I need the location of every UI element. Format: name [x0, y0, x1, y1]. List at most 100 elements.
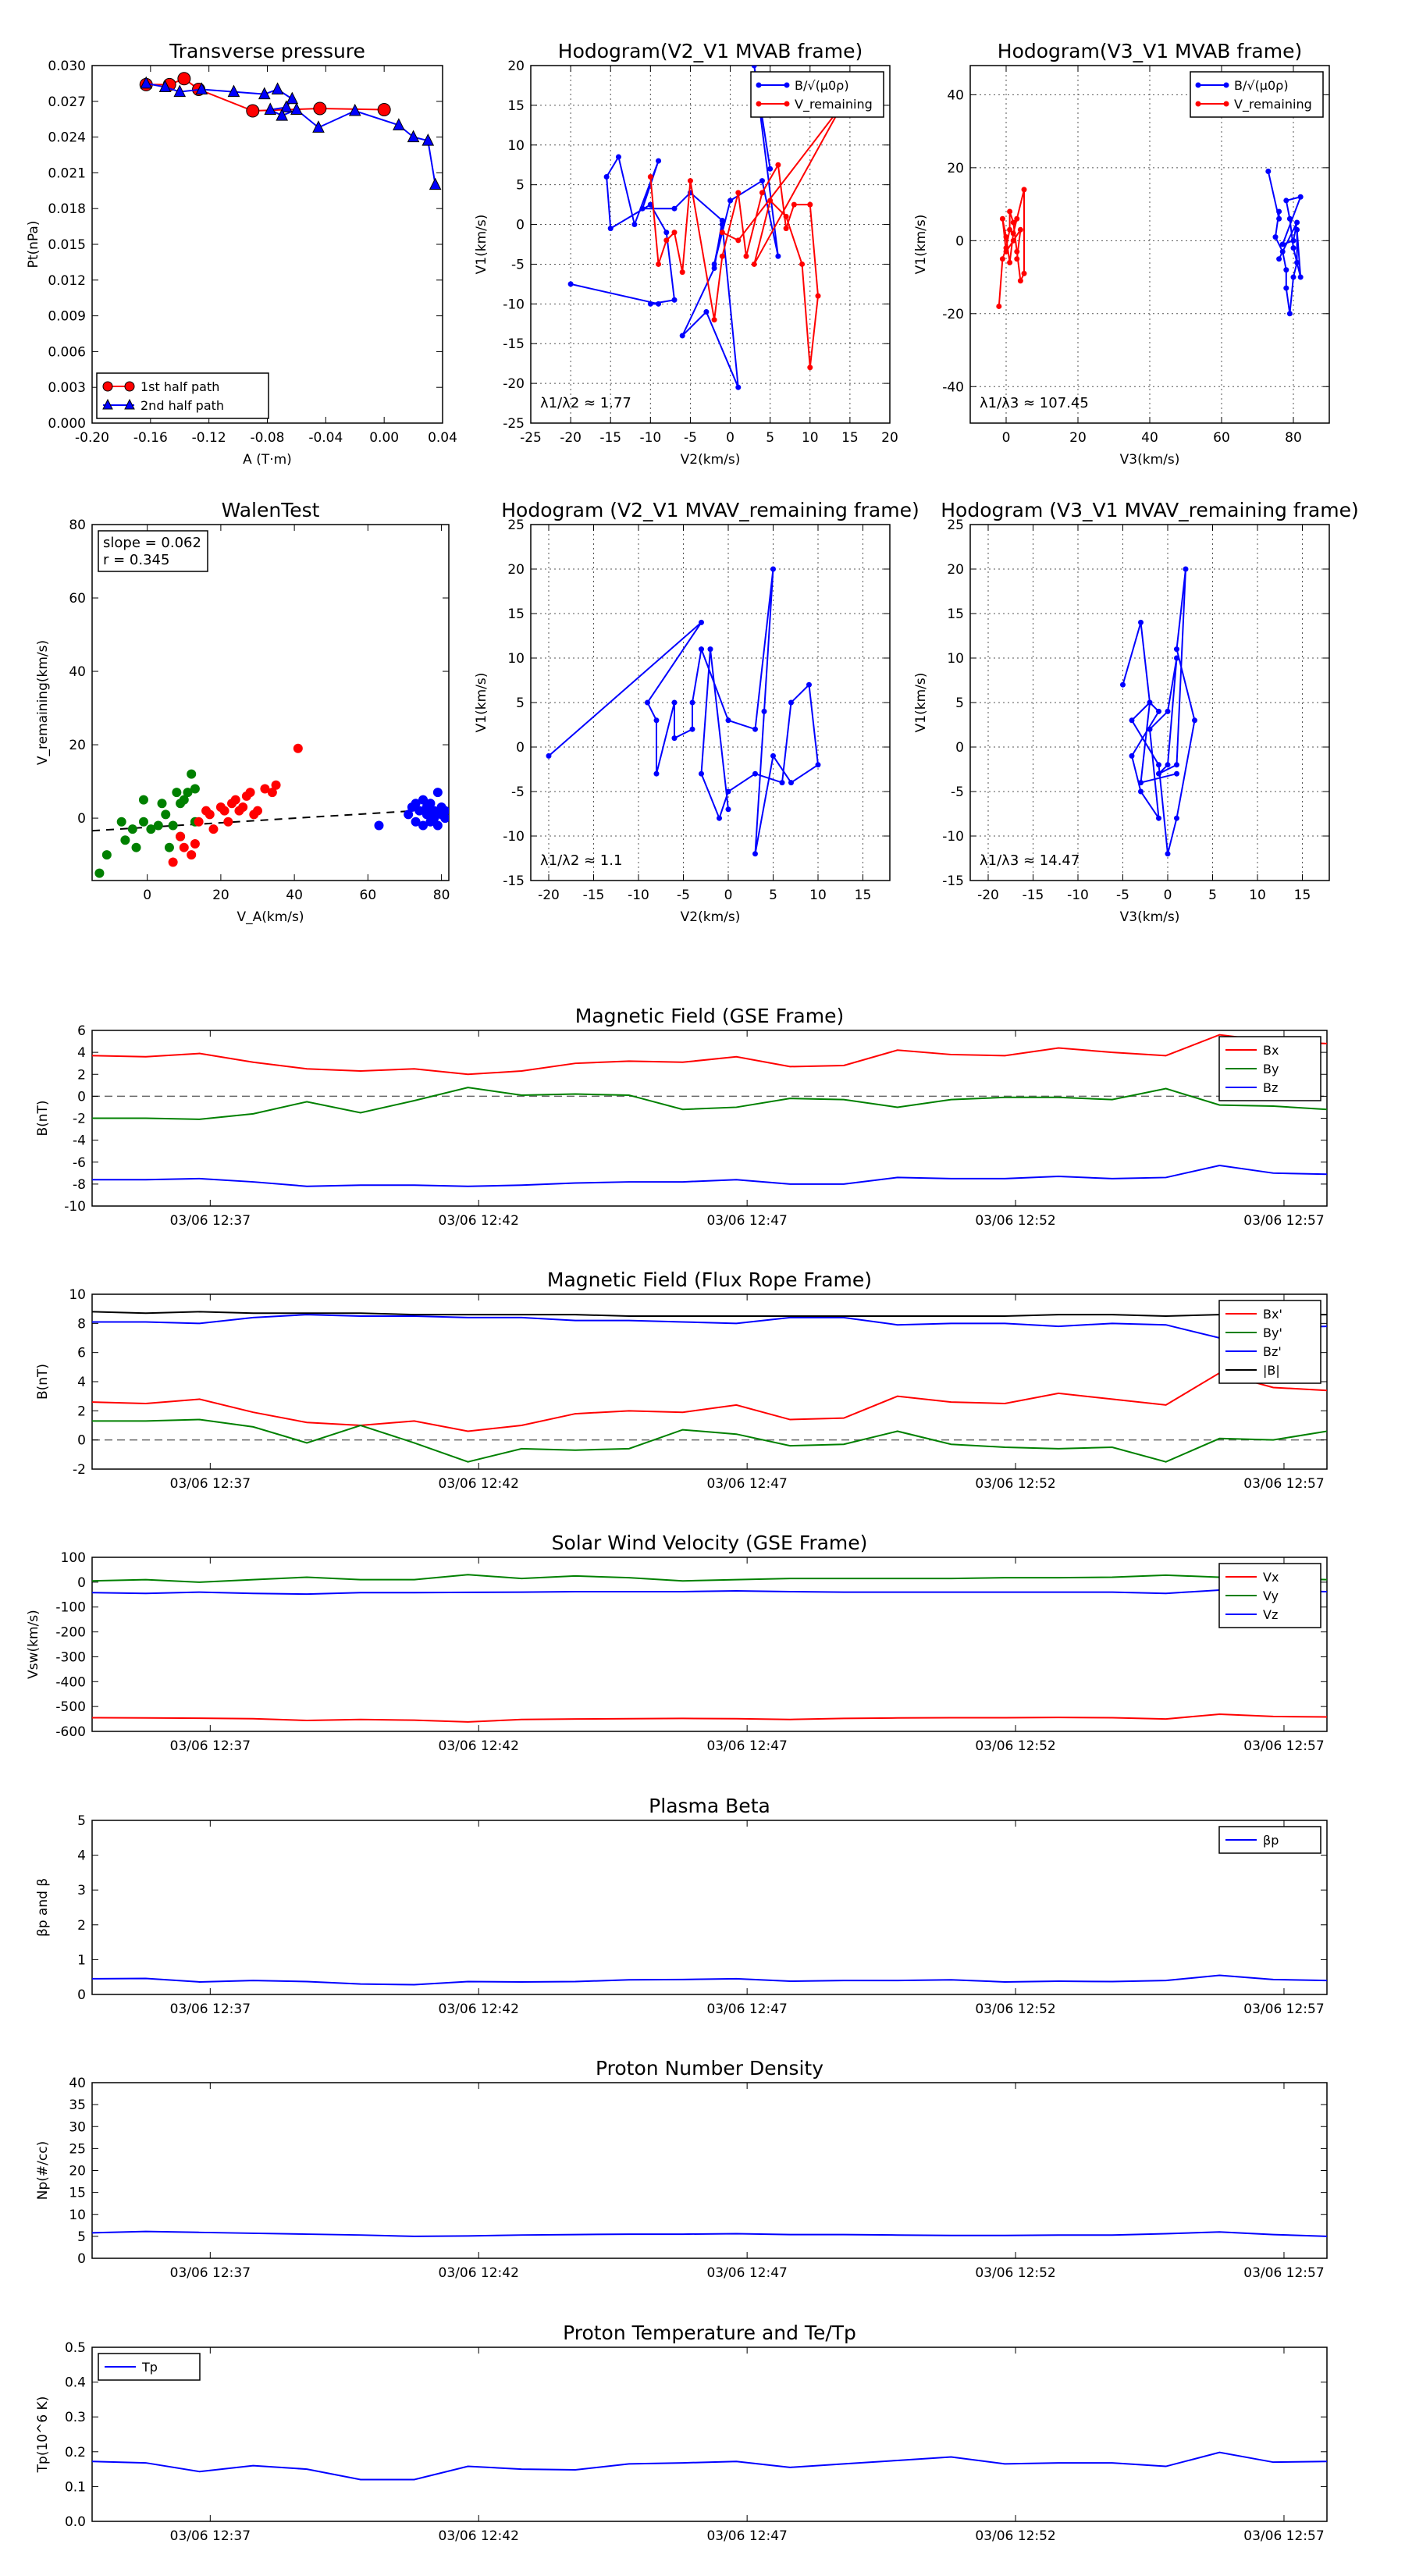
- y-tick-label: -20: [942, 307, 964, 322]
- scatter-point: [404, 809, 414, 820]
- data-point: [140, 76, 153, 89]
- data-point: [1174, 770, 1179, 777]
- scatter-point: [267, 788, 277, 798]
- scatter-point: [432, 788, 443, 798]
- scatter-point: [153, 820, 163, 831]
- data-point: [752, 851, 758, 857]
- y-tick-label: 4: [77, 1045, 86, 1061]
- data-point: [1279, 241, 1286, 247]
- chart-hodo-v2v1-mvav: -20 -15 -10 -5 0 5 10 15 -15 -10 -5 0 5 10 15 20 25Hodog…: [474, 499, 919, 925]
- y-tick-label: 0.006: [48, 344, 86, 360]
- scatter-point: [176, 831, 186, 841]
- y-tick-label: 30: [69, 2119, 86, 2135]
- x-tick-label: 0: [724, 888, 733, 903]
- data-point: [603, 173, 610, 180]
- scatter-point: [260, 784, 270, 794]
- y-tick-label: -20: [503, 376, 525, 392]
- scatter-point: [164, 842, 174, 852]
- data-point: [1021, 187, 1027, 193]
- x-tick-label: -20: [977, 888, 999, 903]
- data-point: [783, 226, 789, 232]
- data-point: [788, 780, 794, 786]
- data-point: [788, 699, 794, 706]
- legend-marker: [1223, 101, 1229, 107]
- data-point: [1183, 566, 1189, 572]
- data-point: [1017, 278, 1023, 284]
- y-tick-label: 3: [77, 1883, 86, 1898]
- y-tick-label: -10: [503, 829, 525, 845]
- data-point: [1156, 815, 1161, 821]
- data-point: [1007, 226, 1013, 233]
- data-point: [1156, 708, 1161, 714]
- x-tick-label: 03/06 12:42: [439, 1213, 519, 1229]
- y-tick-label: -500: [55, 1699, 86, 1715]
- data-point: [743, 253, 749, 259]
- scatter-point: [94, 868, 105, 878]
- scatter-point: [190, 838, 200, 849]
- data-point: [719, 229, 725, 236]
- legend-label: Bz: [1263, 1080, 1278, 1095]
- y-tick-label: 0.1: [65, 2479, 86, 2495]
- data-point: [687, 178, 693, 184]
- data-point: [158, 80, 172, 92]
- data-point: [1192, 717, 1197, 724]
- series-line-3: [92, 1311, 1327, 1318]
- y-tick-label: 25: [507, 518, 525, 533]
- x-tick-label: 5: [1208, 888, 1217, 903]
- chart-mag-gse: 03/06 12:37 03/06 12:42 03/06 12:47 03/06 1…: [35, 1005, 1328, 1229]
- data-point: [1290, 245, 1297, 251]
- data-point: [290, 102, 303, 115]
- x-tick-label: 03/06 12:57: [1243, 2001, 1324, 2017]
- y-axis-label: βp and β: [35, 1878, 51, 1937]
- x-tick-label: 03/06 12:47: [706, 1476, 787, 1492]
- data-point: [807, 365, 813, 371]
- legend-marker: [756, 82, 762, 88]
- stat-text: r = 0.345: [103, 552, 169, 568]
- chart-title: Proton Temperature and Te/Tp: [563, 2322, 856, 2344]
- y-tick-label: -15: [503, 873, 525, 889]
- y-axis-label: Np(#/cc): [35, 2141, 51, 2200]
- scatter-point: [293, 743, 303, 753]
- y-axis-label: V_remaining(km/s): [35, 640, 51, 765]
- data-point: [1138, 780, 1144, 786]
- y-tick-label: 0.2: [65, 2445, 86, 2460]
- data-point: [767, 165, 774, 172]
- x-tick-label: -5: [684, 430, 697, 446]
- data-point: [1290, 237, 1297, 244]
- data-point: [647, 301, 653, 307]
- data-point: [645, 699, 650, 706]
- scatter-point: [440, 806, 449, 816]
- x-tick-label: -5: [1116, 888, 1129, 903]
- data-point: [1272, 234, 1279, 240]
- scatter-point: [245, 788, 255, 798]
- data-point: [1294, 219, 1300, 226]
- y-tick-label: 0.5: [65, 2340, 86, 2356]
- legend: B/√(μ0ρ) V_remaining: [1190, 71, 1324, 118]
- data-point: [699, 770, 704, 777]
- data-point: [1165, 762, 1171, 768]
- chart-hodo-v3v1-mvab: 0 20 40 60 80 -40 -20 0 20 40 Hodogram(V3_V1 MVAB …: [913, 40, 1330, 468]
- plot-area: [567, 66, 845, 390]
- data-point: [999, 256, 1005, 262]
- data-point: [1021, 270, 1027, 276]
- plot-area: [92, 1974, 1327, 1986]
- x-tick-label: 03/06 12:57: [1243, 1738, 1324, 1754]
- x-tick-label: 03/06 12:47: [706, 2528, 787, 2544]
- series-line-0: [92, 1372, 1327, 1432]
- chart-hodo-v2v1-mvab: -25 -20 -15 -10 -5 0 5 10 15 20 -25 -20 -15 -10 -5 0 5 10…: [474, 40, 898, 468]
- legend-marker: [1223, 82, 1229, 88]
- scatter-point: [422, 809, 432, 820]
- data-point: [1003, 234, 1009, 240]
- y-tick-label: 40: [69, 664, 86, 680]
- data-point: [1129, 717, 1135, 724]
- data-point: [1265, 169, 1272, 175]
- data-point: [725, 788, 731, 795]
- x-tick-label: 10: [809, 888, 827, 903]
- data-point: [1138, 619, 1144, 625]
- legend: 1st half path 2nd half path: [96, 372, 269, 419]
- data-point: [1286, 215, 1293, 222]
- legend-marker: [784, 101, 790, 107]
- y-tick-label: 6: [77, 1023, 86, 1039]
- legend-label: By: [1263, 1062, 1279, 1076]
- chart-mag-fr: 03/06 12:37 03/06 12:42 03/06 12:47 03/06 1…: [35, 1268, 1328, 1492]
